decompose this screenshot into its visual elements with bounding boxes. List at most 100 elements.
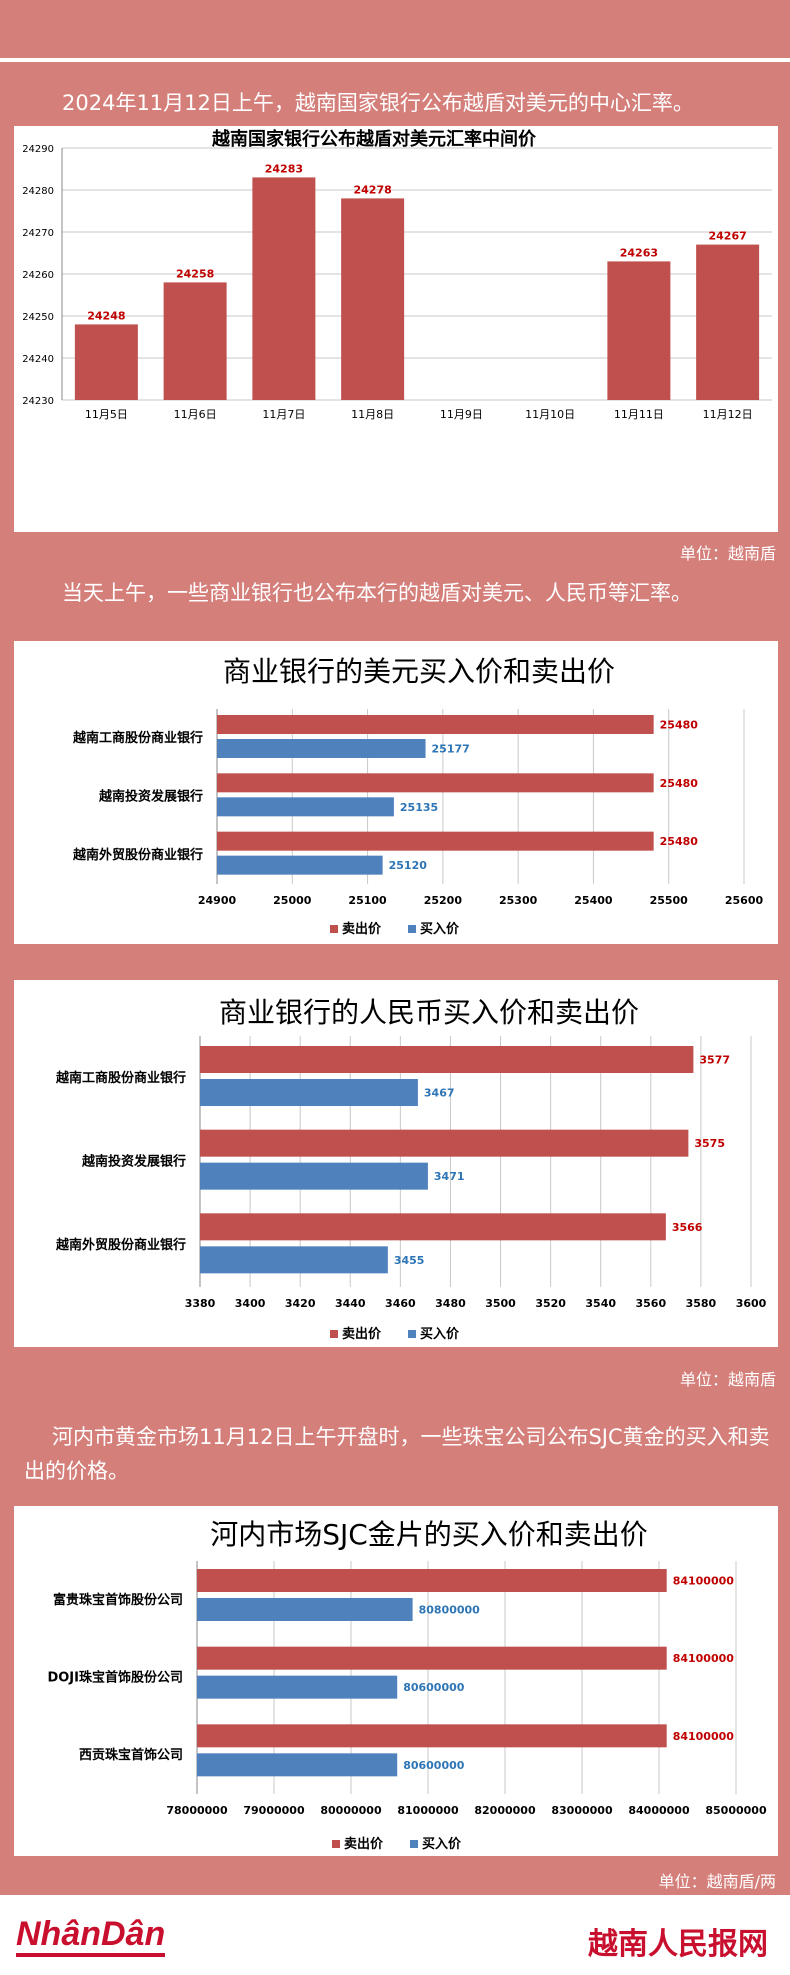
x-tick-label: 81000000 [397,1804,459,1817]
data-label-sell: 84100000 [673,1575,735,1588]
category-label: 越南工商股份商业银行 [72,730,203,746]
y-tick-label: 24260 [22,270,54,281]
category-label: 越南投资发展银行 [81,1154,186,1170]
data-label-buy: 3467 [424,1087,455,1100]
chart-panel-usd: 商业银行的美元买入价和卖出价 24900 25000 25100 25200 25300 2… [14,641,778,944]
bar-buy [200,1079,418,1106]
bar-sell [217,715,654,734]
bar-sell [197,1646,667,1670]
x-tick-label: 11月8日 [351,408,394,421]
chart-panel-central-rate: 越南国家银行公布越盾对美元汇率中间价 24230 24240 24250 24260 24… [14,126,778,532]
x-tick-label: 11月9日 [440,408,483,421]
x-tick-label: 3560 [636,1297,667,1310]
chart-title: 商业银行的人民币买入价和卖出价 [219,996,639,1029]
legend-label-buy: 买入价 [420,922,460,937]
category-label: 越南外贸股份商业银行 [55,1237,186,1253]
x-tick-label: 25100 [348,894,387,907]
chart-title: 商业银行的美元买入价和卖出价 [223,655,615,688]
data-label-sell: 3566 [672,1221,703,1234]
x-tick-label: 3500 [485,1297,516,1310]
bar-buy [217,739,426,758]
legend-swatch-sell [332,1840,340,1848]
usd-rate-chart: 商业银行的美元买入价和卖出价 24900 25000 25100 25200 25300 2… [72,655,764,937]
data-label: 24278 [353,183,391,196]
bar-sell [200,1213,666,1241]
chart-title: 越南国家银行公布越盾对美元汇率中间价 [211,128,537,150]
bar [74,324,138,400]
brand-name[interactable]: 越南人民报网 [588,1927,768,1962]
data-label-buy: 80800000 [419,1604,481,1617]
x-tick-label: 11月10日 [525,408,575,421]
legend-label-buy: 买入价 [422,1837,462,1852]
x-tick-label: 25400 [574,894,613,907]
data-label-buy: 25120 [389,859,428,872]
footer: NhânDân 越南人民报网 [0,1895,790,1975]
x-tick-label: 11月5日 [85,408,128,421]
data-label: 24283 [265,162,303,175]
data-label: 24258 [176,267,214,280]
x-tick-label: 3520 [535,1297,566,1310]
data-label: 24267 [708,230,746,243]
x-tick-label: 25600 [725,894,764,907]
bar-buy [197,1753,398,1777]
cny-rate-chart: 商业银行的人民币买入价和卖出价 3380 3400 3420 3440 3460 3480 3… [55,996,767,1342]
data-label-buy: 3455 [394,1254,425,1267]
bar [163,282,227,400]
x-tick-label: 83000000 [551,1804,613,1817]
x-tick-label: 3380 [185,1297,216,1310]
y-tick-label: 24230 [22,396,54,407]
legend-label-sell: 卖出价 [342,921,382,937]
chart-title: 河内市场SJC金片的买入价和卖出价 [210,1518,648,1551]
data-label-sell: 84100000 [673,1730,735,1743]
x-tick-label: 25000 [273,894,312,907]
bar-sell [217,773,654,793]
category-label: 西贡珠宝首饰公司 [79,1747,183,1763]
y-tick-label: 24240 [22,354,54,365]
x-tick-label: 11月12日 [703,408,753,421]
intro-paragraph-1: 2024年11月12日上午，越南国家银行公布越盾对美元的中心汇率。 [62,91,694,115]
bar-sell [200,1046,694,1073]
bar-buy [200,1246,388,1274]
x-tick-label: 11月6日 [174,408,217,421]
legend-swatch-sell [330,925,338,933]
unit-label-2: 单位：越南盾 [679,1370,776,1389]
x-tick-label: 80000000 [320,1804,382,1817]
legend-swatch-buy [410,1840,418,1848]
data-label-sell: 84100000 [673,1652,735,1665]
data-label-sell: 25480 [660,835,699,848]
y-tick-label: 24280 [22,186,54,197]
legend-swatch-buy [408,925,416,933]
bar [607,261,671,400]
data-label-buy: 80600000 [403,1681,465,1694]
intro-paragraph-2: 当天上午，一些商业银行也公布本行的越盾对美元、人民币等汇率。 [62,581,692,605]
bar-sell [217,831,654,851]
bar-buy [217,797,394,817]
category-label: 越南投资发展银行 [98,789,203,805]
data-label-buy: 25177 [432,743,470,756]
category-label: 越南外贸股份商业银行 [72,847,203,863]
nhandan-logo[interactable]: NhânDân [16,1915,166,1957]
legend-label-sell: 卖出价 [342,1326,382,1342]
data-label-buy: 80600000 [403,1759,465,1772]
bar-buy [217,855,383,875]
x-tick-label: 3440 [335,1297,366,1310]
header-divider [0,58,790,62]
bar [252,177,316,400]
data-label-sell: 3575 [694,1137,725,1150]
x-tick-label: 78000000 [166,1804,228,1817]
data-label-sell: 3577 [699,1054,730,1067]
x-tick-label: 25500 [650,894,689,907]
category-label: DOJI珠宝首饰股份公司 [47,1670,183,1686]
x-tick-label: 11月7日 [262,408,305,421]
data-label-buy: 3471 [434,1170,465,1183]
category-label: 富贵珠宝首饰股份公司 [53,1592,183,1608]
legend-swatch-sell [330,1330,338,1338]
x-tick-label: 3460 [385,1297,416,1310]
x-tick-label: 24900 [198,894,237,907]
data-label: 24263 [620,246,658,259]
data-label: 24248 [87,309,125,322]
x-tick-label: 79000000 [243,1804,305,1817]
x-tick-label: 3600 [736,1297,767,1310]
x-tick-label: 25300 [499,894,538,907]
y-tick-label: 24290 [22,144,54,155]
